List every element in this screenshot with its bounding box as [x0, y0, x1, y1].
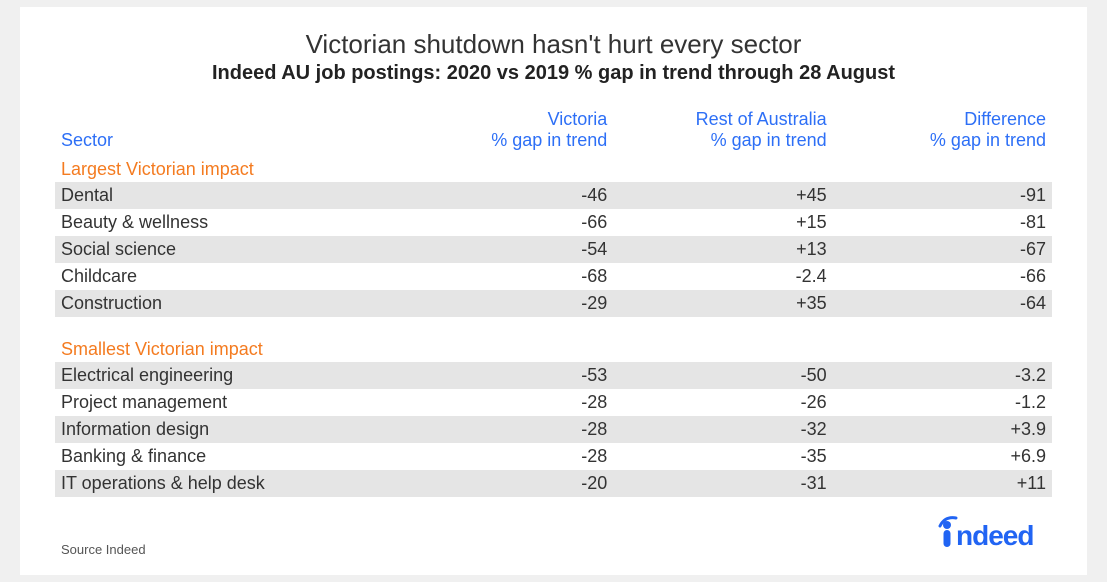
cell-value: +35 — [613, 290, 832, 317]
cell-value: -28 — [394, 416, 613, 443]
chart-subtitle: Indeed AU job postings: 2020 vs 2019 % g… — [55, 62, 1052, 85]
cell-value: +13 — [613, 236, 832, 263]
table-body: Largest Victorian impactDental-46+45-91B… — [55, 157, 1052, 497]
col-sector-label: Sector — [61, 130, 113, 150]
col-diff-l1: Difference — [964, 109, 1046, 129]
group-label: Smallest Victorian impact — [55, 337, 1052, 362]
chart-title: Victorian shutdown hasn't hurt every sec… — [55, 29, 1052, 60]
cell-value: +11 — [833, 470, 1052, 497]
table-row: Project management-28-26-1.2 — [55, 389, 1052, 416]
cell-value: -31 — [613, 470, 832, 497]
col-vic-l2: % gap in trend — [491, 130, 607, 150]
cell-value: -20 — [394, 470, 613, 497]
table-row: Electrical engineering-53-50-3.2 — [55, 362, 1052, 389]
table-row: IT operations & help desk-20-31+11 — [55, 470, 1052, 497]
cell-value: -28 — [394, 389, 613, 416]
cell-sector: IT operations & help desk — [55, 470, 394, 497]
indeed-logo-svg: ndeed — [936, 515, 1046, 549]
cell-sector: Banking & finance — [55, 443, 394, 470]
col-rest: Rest of Australia % gap in trend — [613, 107, 832, 156]
col-vic-l1: Victoria — [548, 109, 608, 129]
cell-value: -68 — [394, 263, 613, 290]
cell-value: -32 — [613, 416, 832, 443]
cell-value: -53 — [394, 362, 613, 389]
table-row: Beauty & wellness-66+15-81 — [55, 209, 1052, 236]
cell-value: -29 — [394, 290, 613, 317]
table-row: Dental-46+45-91 — [55, 182, 1052, 209]
cell-value: -64 — [833, 290, 1052, 317]
cell-value: +6.9 — [833, 443, 1052, 470]
cell-value: -28 — [394, 443, 613, 470]
cell-value: -46 — [394, 182, 613, 209]
table-row: Information design-28-32+3.9 — [55, 416, 1052, 443]
cell-value: +15 — [613, 209, 832, 236]
svg-text:ndeed: ndeed — [956, 520, 1033, 549]
table-row: Construction-29+35-64 — [55, 290, 1052, 317]
cell-value: -54 — [394, 236, 613, 263]
col-diff-l2: % gap in trend — [930, 130, 1046, 150]
cell-value: -26 — [613, 389, 832, 416]
cell-sector: Electrical engineering — [55, 362, 394, 389]
cell-sector: Construction — [55, 290, 394, 317]
group-label: Largest Victorian impact — [55, 157, 1052, 182]
cell-value: -2.4 — [613, 263, 832, 290]
table-row: Social science-54+13-67 — [55, 236, 1052, 263]
col-victoria: Victoria % gap in trend — [394, 107, 613, 156]
header-row: x Sector Victoria % gap in trend Rest of… — [55, 107, 1052, 156]
group-label-text: Largest Victorian impact — [55, 157, 1052, 182]
cell-sector: Social science — [55, 236, 394, 263]
cell-value: +3.9 — [833, 416, 1052, 443]
cell-value: -35 — [613, 443, 832, 470]
cell-value: -1.2 — [833, 389, 1052, 416]
cell-sector: Childcare — [55, 263, 394, 290]
cell-sector: Dental — [55, 182, 394, 209]
source-text: Source Indeed — [61, 542, 146, 557]
table-row: Childcare-68-2.4-66 — [55, 263, 1052, 290]
cell-value: -91 — [833, 182, 1052, 209]
data-table: x Sector Victoria % gap in trend Rest of… — [55, 107, 1052, 496]
indeed-logo: ndeed — [936, 515, 1046, 557]
group-label-text: Smallest Victorian impact — [55, 337, 1052, 362]
col-rest-l1: Rest of Australia — [696, 109, 827, 129]
col-rest-l2: % gap in trend — [711, 130, 827, 150]
cell-value: +45 — [613, 182, 832, 209]
cell-value: -50 — [613, 362, 832, 389]
cell-sector: Beauty & wellness — [55, 209, 394, 236]
chart-card: Victorian shutdown hasn't hurt every sec… — [20, 7, 1087, 574]
cell-value: -67 — [833, 236, 1052, 263]
cell-sector: Project management — [55, 389, 394, 416]
spacer-row — [55, 317, 1052, 337]
col-sector: x Sector — [55, 107, 394, 156]
cell-value: -66 — [833, 263, 1052, 290]
col-diff: Difference % gap in trend — [833, 107, 1052, 156]
cell-sector: Information design — [55, 416, 394, 443]
cell-value: -3.2 — [833, 362, 1052, 389]
footer: Source Indeed ndeed — [55, 515, 1052, 557]
cell-value: -81 — [833, 209, 1052, 236]
cell-value: -66 — [394, 209, 613, 236]
table-row: Banking & finance-28-35+6.9 — [55, 443, 1052, 470]
